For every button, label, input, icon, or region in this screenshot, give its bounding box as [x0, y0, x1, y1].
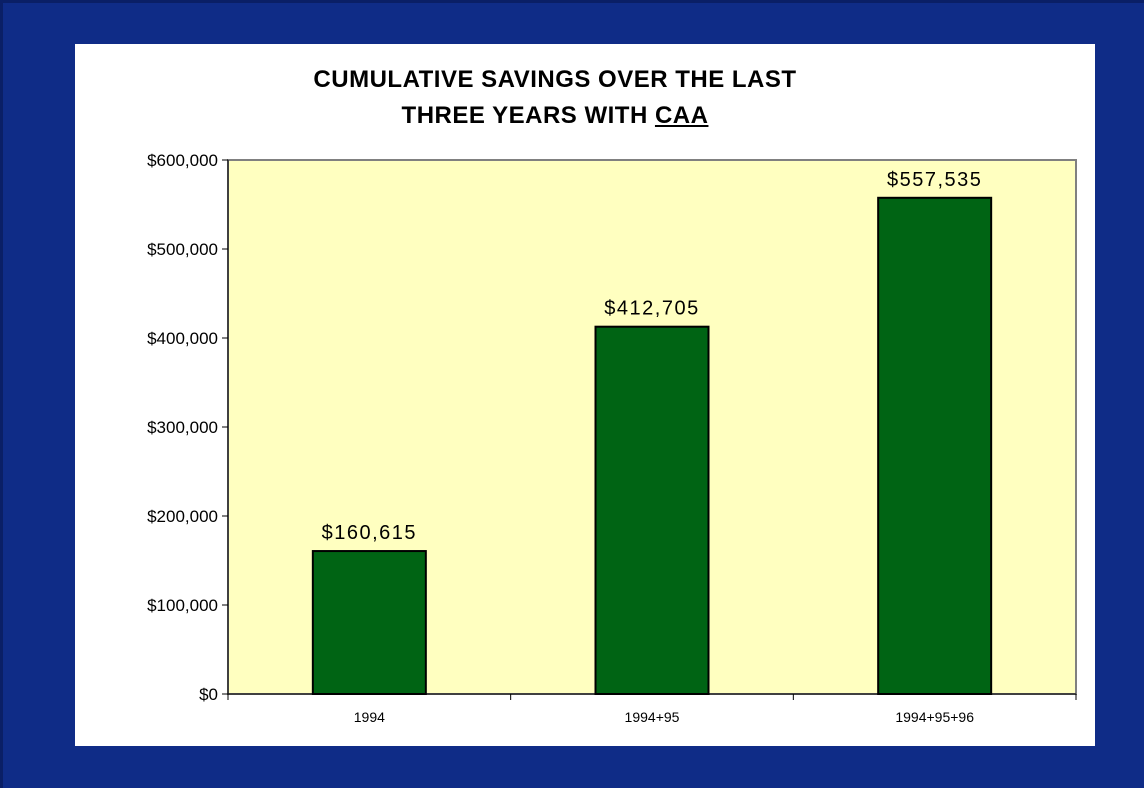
bar: [311, 550, 427, 695]
bar-data-label: $412,705: [604, 298, 699, 320]
bar-data-label: $160,615: [322, 522, 417, 544]
bar-chart: $0 $100,000 $200,000 $300,000 $400,000 $500,0…: [147, 151, 1077, 725]
x-category-label: 1994: [354, 709, 385, 725]
chart-title-line-2: THREE YEARS WITH CAA: [195, 98, 915, 134]
bar-data-label: $557,535: [887, 169, 982, 191]
frame-edge-top: [0, 0, 1144, 3]
y-tick-label: $600,000: [147, 151, 218, 170]
frame-edge-left: [0, 0, 3, 788]
chart-title-line-1: CUMULATIVE SAVINGS OVER THE LAST: [313, 66, 797, 93]
x-category-label: 1994+95+96: [895, 709, 974, 725]
chart-title: CUMULATIVE SAVINGS OVER THE LAST THREE Y…: [195, 62, 915, 134]
chart-title-caa: CAA: [654, 102, 709, 129]
chart-panel: CUMULATIVE SAVINGS OVER THE LAST THREE Y…: [75, 44, 1095, 746]
bar: [594, 325, 710, 695]
x-category-label: 1994+95: [625, 709, 680, 725]
chart-title-line-2-text: THREE YEARS WITH: [401, 102, 655, 129]
y-tick-label: $100,000: [147, 596, 218, 615]
y-tick-label: $400,000: [147, 329, 218, 348]
y-tick-label: $300,000: [147, 418, 218, 437]
bar: [877, 196, 993, 695]
y-tick-label: $0: [199, 685, 218, 704]
y-tick-label: $500,000: [147, 240, 218, 259]
y-tick-label: $200,000: [147, 507, 218, 526]
